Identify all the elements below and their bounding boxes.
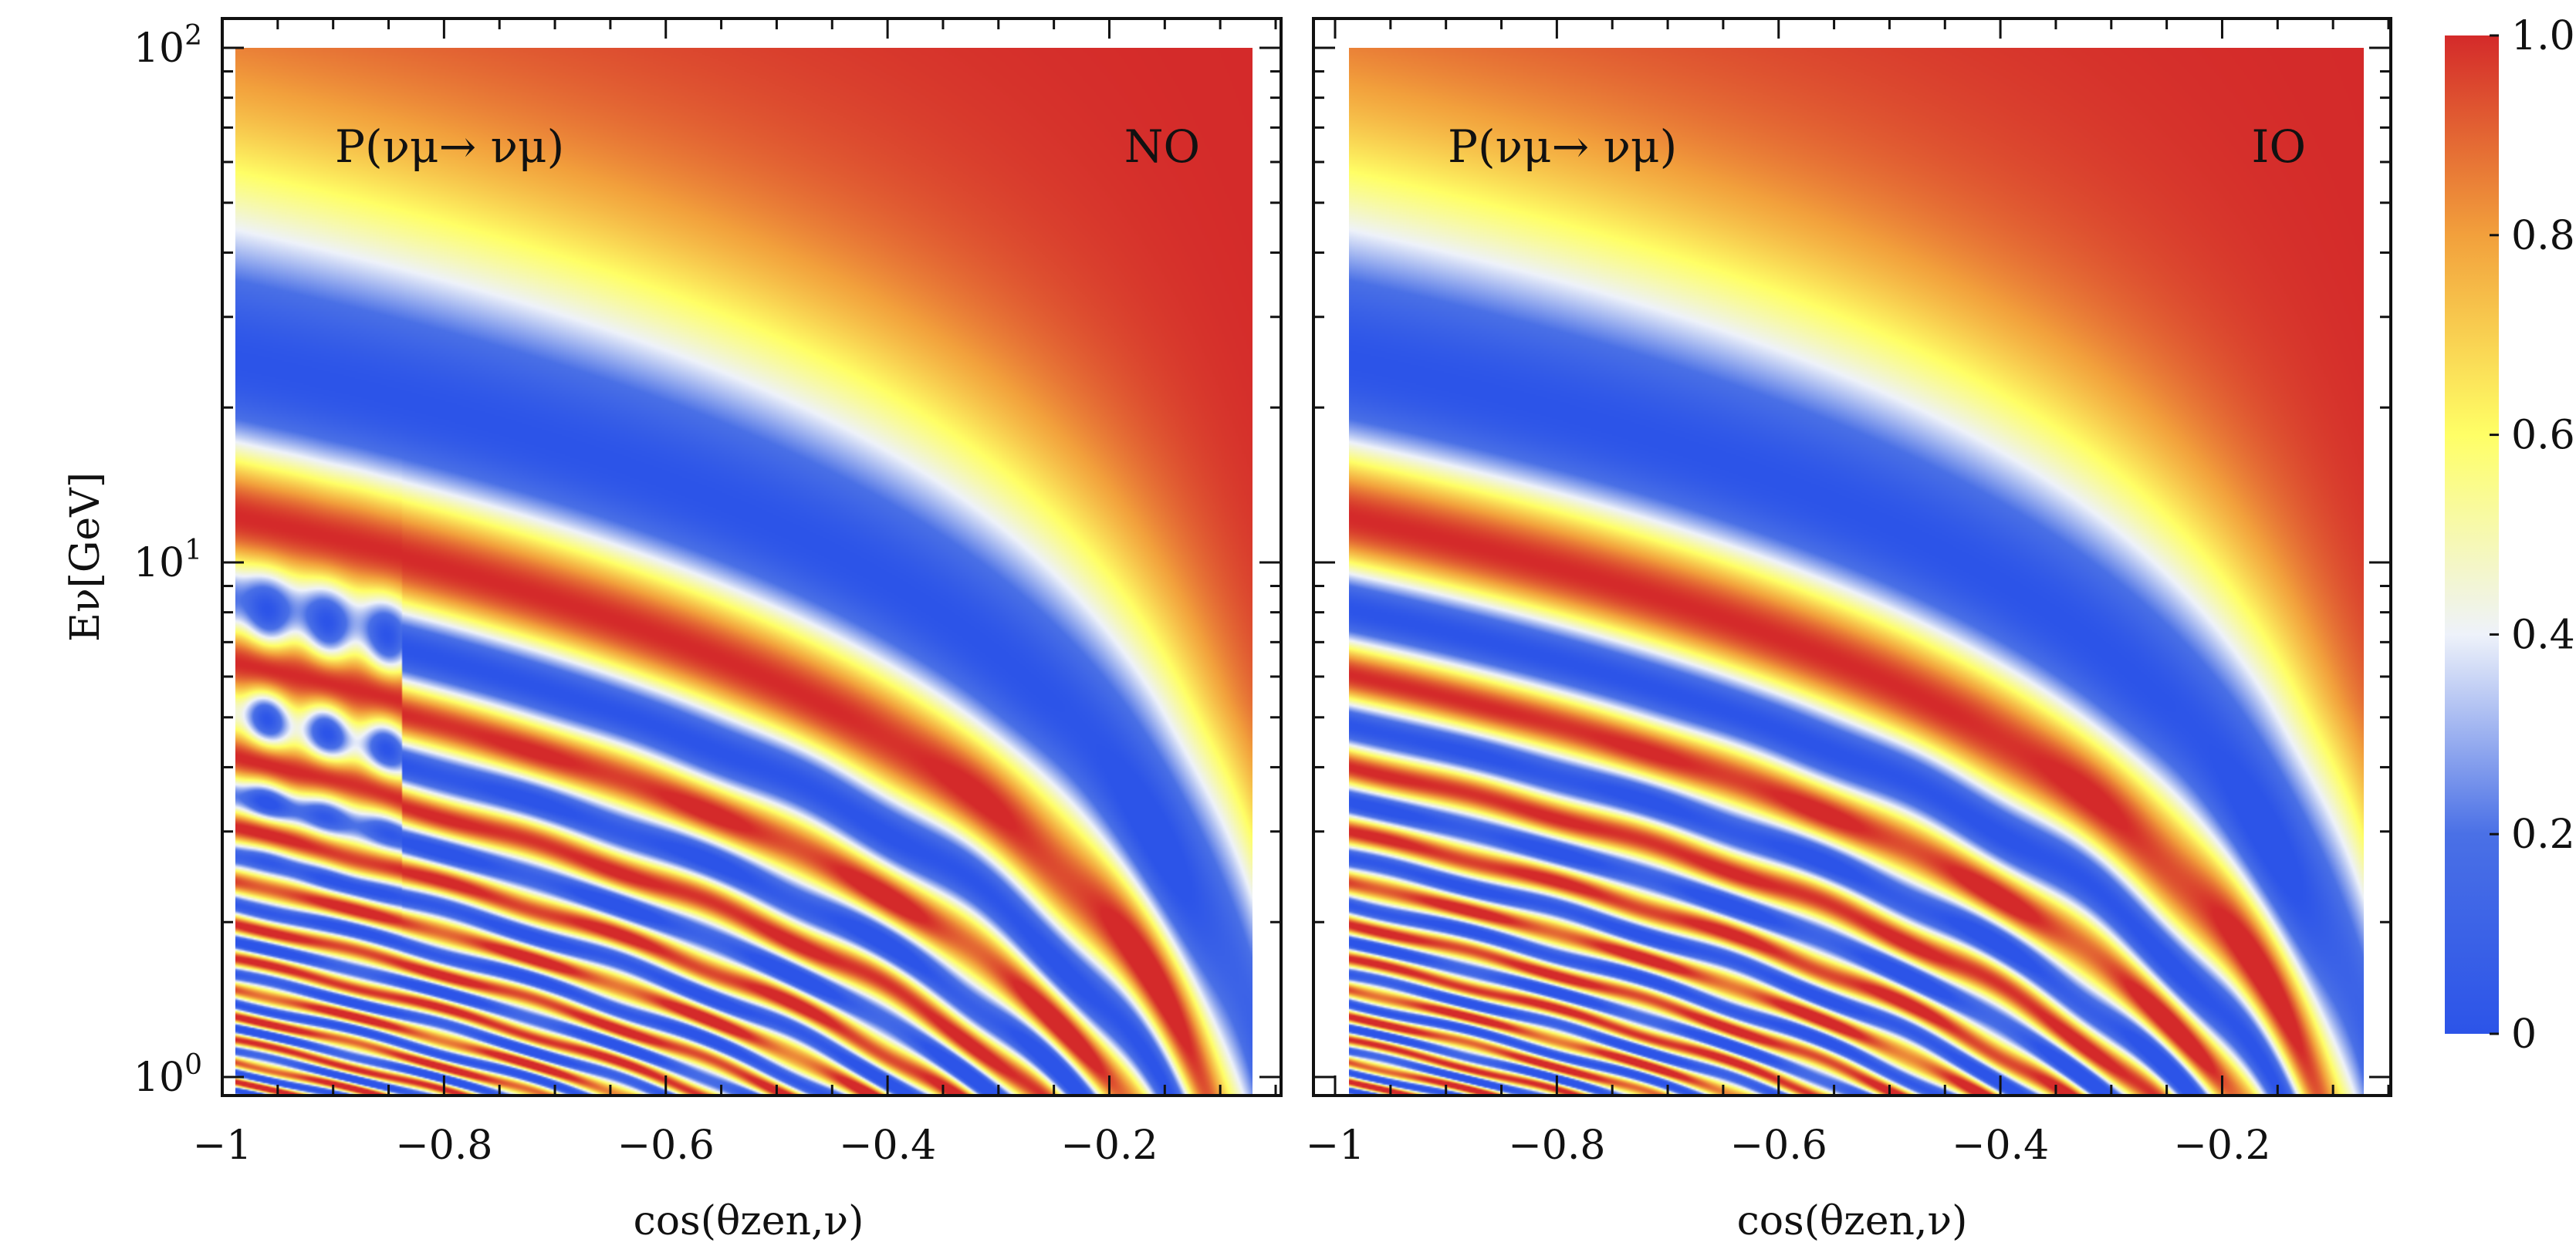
colorbar-tick-label: 0.6 [2511,413,2575,459]
probability-label-right: P(νμ→ νμ) [1448,120,1677,173]
x-axis-title-left: cos(θzen,ν) [634,1198,864,1244]
x-tick-label: −0.8 [1508,1123,1605,1169]
colorbar-tick-label: 1.0 [2511,13,2575,59]
x-tick-label: −1 [1306,1123,1365,1169]
colorbar-tick-label: 0.4 [2511,612,2575,658]
plot-frame-right [1312,17,2392,1097]
ordering-label-io: IO [2252,120,2306,173]
plot-frame-left [221,17,1283,1097]
colorbar-tick-label: 0.2 [2511,812,2575,858]
y-axis-title: Eν[GeV] [63,472,109,642]
x-tick-label: −0.4 [839,1123,936,1169]
x-tick-label: −0.4 [1952,1123,2049,1169]
axis-ticks-right: −1 −0.8 −0.6 −0.4 −0.2 [1306,19,2391,1169]
heatmap-normal-ordering [235,48,1253,1096]
y-tick-label: 102 [134,20,202,72]
y-tick-label: 101 [134,535,202,586]
x-axis-title-right: cos(θzen,ν) [1737,1198,1968,1244]
colorbar-gradient [2445,35,2499,1034]
panel-inverted-ordering: −1 −0.8 −0.6 −0.4 −0.2 P(νμ→ νμ) IO cos(θzen… [1306,17,2392,1244]
heatmap-inverted-ordering [1349,48,2364,1096]
colorbar-tick-label: 0 [2511,1011,2537,1058]
x-tick-label: −0.6 [1730,1123,1827,1169]
ordering-label-no: NO [1124,120,1200,173]
colorbar-tick-label: 0.8 [2511,213,2575,259]
x-tick-label: −0.6 [617,1123,715,1169]
x-tick-label: −0.2 [1060,1123,1158,1169]
x-tick-label: −0.2 [2173,1123,2270,1169]
axis-ticks-left: −1 −0.8 −0.6 −0.4 −0.2 100 101 102 [134,19,1281,1169]
colorbar: 0 0.2 0.4 0.6 0.8 1.0 [2445,13,2575,1058]
y-tick-label: 100 [134,1049,202,1101]
x-tick-label: −1 [193,1123,252,1169]
probability-label-left: P(νμ→ νμ) [335,120,564,173]
panel-normal-ordering: −1 −0.8 −0.6 −0.4 −0.2 100 101 102 P(νμ→ νμ) NO… [63,17,1283,1244]
colorbar-ticks: 0 0.2 0.4 0.6 0.8 1.0 [2490,13,2575,1058]
x-tick-label: −0.8 [395,1123,492,1169]
